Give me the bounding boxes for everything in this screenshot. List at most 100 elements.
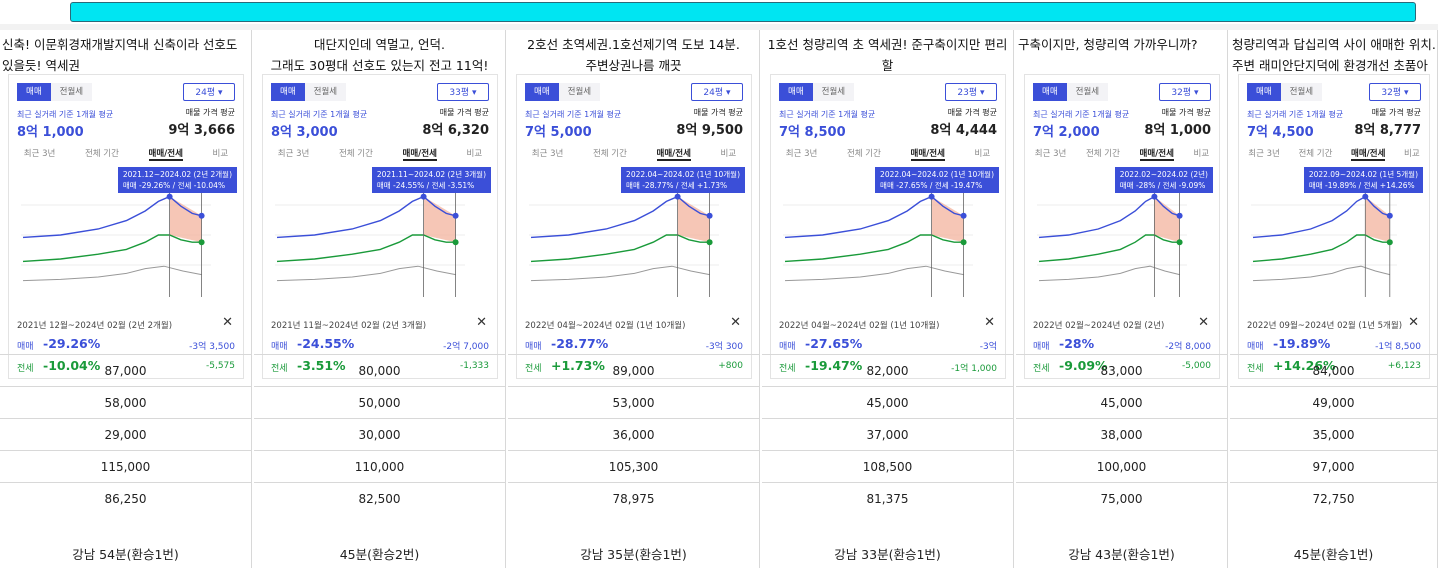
drop-area <box>423 196 456 243</box>
tab-trade[interactable]: 매매 <box>779 83 813 101</box>
jeonse-change-amount: +800 <box>718 361 743 371</box>
close-icon[interactable]: ✕ <box>222 315 233 330</box>
chart-area <box>1243 163 1438 305</box>
chart-tab[interactable]: 최근 3년 <box>277 149 310 159</box>
close-icon[interactable]: ✕ <box>730 315 741 330</box>
chart-tab[interactable]: 전체 기간 <box>846 149 881 159</box>
chart-tab[interactable]: 비교 <box>720 149 737 159</box>
chart-area <box>267 163 495 305</box>
jeonse-change-pct: +1.73% <box>551 358 605 373</box>
price-trend-chart <box>1037 183 1187 297</box>
chart-tab[interactable]: 최근 3년 <box>785 149 818 159</box>
table-cell: 80,000 <box>254 354 505 386</box>
chart-tab[interactable]: 매매/전세 <box>1351 149 1386 161</box>
chart-tab[interactable]: 매매/전세 <box>402 149 437 161</box>
chart-tab[interactable]: 비교 <box>1404 149 1420 159</box>
tab-jeonse[interactable]: 전월세 <box>1066 83 1109 101</box>
tab-trade[interactable]: 매매 <box>525 83 559 101</box>
table-cell: 37,000 <box>762 418 1013 450</box>
chart-tab[interactable]: 최근 3년 <box>1248 149 1280 159</box>
trade-line <box>530 195 710 239</box>
tab-jeonse[interactable]: 전월세 <box>558 83 601 101</box>
chart-tab[interactable]: 비교 <box>466 149 483 159</box>
selected-period: 2021년 12월~2024년 02월 (2년 2개월) <box>17 321 173 331</box>
chart-tab[interactable]: 전체 기간 <box>338 149 373 159</box>
tab-jeonse[interactable]: 전월세 <box>50 83 93 101</box>
chart-tab[interactable]: 전체 기간 <box>592 149 627 159</box>
recent-price-label: 최근 실거래 기준 1개월 평균 <box>779 110 876 119</box>
listing-price-label: 매물 가격 평균 <box>185 108 235 117</box>
jeonse-change-label: 전세 <box>1033 364 1050 374</box>
size-select[interactable]: 23평 ▾ <box>945 83 997 101</box>
chart-tab[interactable]: 매매/전세 <box>148 149 183 161</box>
table-cell: 108,500 <box>762 450 1013 482</box>
tab-trade[interactable]: 매매 <box>17 83 51 101</box>
trade-change-amount: -2억 7,000 <box>443 342 489 352</box>
chevron-down-icon: ▾ <box>1404 88 1409 98</box>
tab-trade[interactable]: 매매 <box>271 83 305 101</box>
chart-tab[interactable]: 매매/전세 <box>910 149 945 161</box>
table-cell: 30,000 <box>254 418 505 450</box>
top-highlight-bar <box>70 2 1416 22</box>
jeonse-change-amount: -1,333 <box>459 361 489 371</box>
close-icon[interactable]: ✕ <box>476 315 487 330</box>
close-icon[interactable]: ✕ <box>984 315 995 330</box>
jeonse-change-pct: -3.51% <box>297 358 346 373</box>
chart-tab[interactable]: 전체 기간 <box>84 149 119 159</box>
tab-trade[interactable]: 매매 <box>1247 83 1281 101</box>
close-icon[interactable]: ✕ <box>1408 315 1419 330</box>
header-strip <box>0 24 1438 30</box>
deal-type-toggle[interactable]: 매매 전월세 <box>1033 83 1109 101</box>
deal-type-toggle[interactable]: 매매 전월세 <box>779 83 855 101</box>
apartment-note: 2호선 초역세권.1호선제기역 도보 14분. 주변상권나름 깨끗 <box>527 37 740 73</box>
size-select[interactable]: 33평 ▾ <box>437 83 489 101</box>
deal-type-toggle[interactable]: 매매 전월세 <box>1247 83 1323 101</box>
jeonse-change-label: 전세 <box>17 364 34 374</box>
trade-change-amount: -3억 300 <box>705 342 743 352</box>
listing-price-label: 매물 가격 평균 <box>947 108 997 117</box>
commute-time: 강남 35분(환승1번) <box>580 547 687 562</box>
price-card: 매매 전월세 32평 ▾ 최근 실거래 기준 1개월 평균 매물 가격 평균 7억 4,5… <box>1238 74 1430 379</box>
table-cell: 58,000 <box>0 386 251 418</box>
recent-price-label: 최근 실거래 기준 1개월 평균 <box>525 110 622 119</box>
table-cell: 83,000 <box>1016 354 1227 386</box>
recent-price-value: 7억 2,000 <box>1033 125 1100 140</box>
chevron-down-icon: ▾ <box>218 88 223 98</box>
gap-line <box>1252 265 1390 282</box>
tab-jeonse[interactable]: 전월세 <box>304 83 347 101</box>
chart-tab[interactable]: 비교 <box>974 149 991 159</box>
trade-line <box>1038 195 1180 239</box>
selected-period: 2022년 04월~2024년 02월 (1년 10개월) <box>779 321 940 331</box>
tab-jeonse[interactable]: 전월세 <box>812 83 855 101</box>
chart-tab[interactable]: 최근 3년 <box>23 149 56 159</box>
size-select[interactable]: 32평 ▾ <box>1159 83 1211 101</box>
chart-tab[interactable]: 전체 기간 <box>1298 149 1333 159</box>
drop-area <box>1154 196 1180 243</box>
deal-type-toggle[interactable]: 매매 전월세 <box>525 83 601 101</box>
close-icon[interactable]: ✕ <box>1198 315 1209 330</box>
size-select[interactable]: 24평 ▾ <box>183 83 235 101</box>
table-cell: 105,300 <box>508 450 759 482</box>
price-trend-chart <box>529 183 719 297</box>
chart-tab[interactable]: 비교 <box>1193 149 1210 159</box>
tab-jeonse[interactable]: 전월세 <box>1280 83 1323 101</box>
chart-tab[interactable]: 매매/전세 <box>656 149 691 161</box>
recent-price-label: 최근 실거래 기준 1개월 평균 <box>1033 110 1130 119</box>
deal-type-toggle[interactable]: 매매 전월세 <box>271 83 347 101</box>
size-select[interactable]: 32평 ▾ <box>1369 83 1421 101</box>
deal-type-toggle[interactable]: 매매 전월세 <box>17 83 93 101</box>
size-select[interactable]: 24평 ▾ <box>691 83 743 101</box>
chart-tab[interactable]: 전체 기간 <box>1085 149 1120 159</box>
jeonse-line <box>1252 234 1390 263</box>
chart-tabs: 최근 3년 전체 기간 매매/전세 비교 <box>517 147 751 161</box>
trade-change-pct: -28.77% <box>551 336 609 351</box>
chart-tab[interactable]: 비교 <box>212 149 229 159</box>
chart-tab[interactable]: 매매/전세 <box>1139 149 1174 161</box>
chart-tab[interactable]: 최근 3년 <box>1034 149 1067 159</box>
chart-tabs: 최근 3년 전체 기간 매매/전세 비교 <box>771 147 1005 161</box>
chart-tooltip: 2022.09~2024.02 (1년 5개월) 매매 -19.89% / 전세 … <box>1303 167 1423 193</box>
size-value: 24평 <box>703 88 724 98</box>
chart-tab[interactable]: 최근 3년 <box>531 149 564 159</box>
tab-trade[interactable]: 매매 <box>1033 83 1067 101</box>
